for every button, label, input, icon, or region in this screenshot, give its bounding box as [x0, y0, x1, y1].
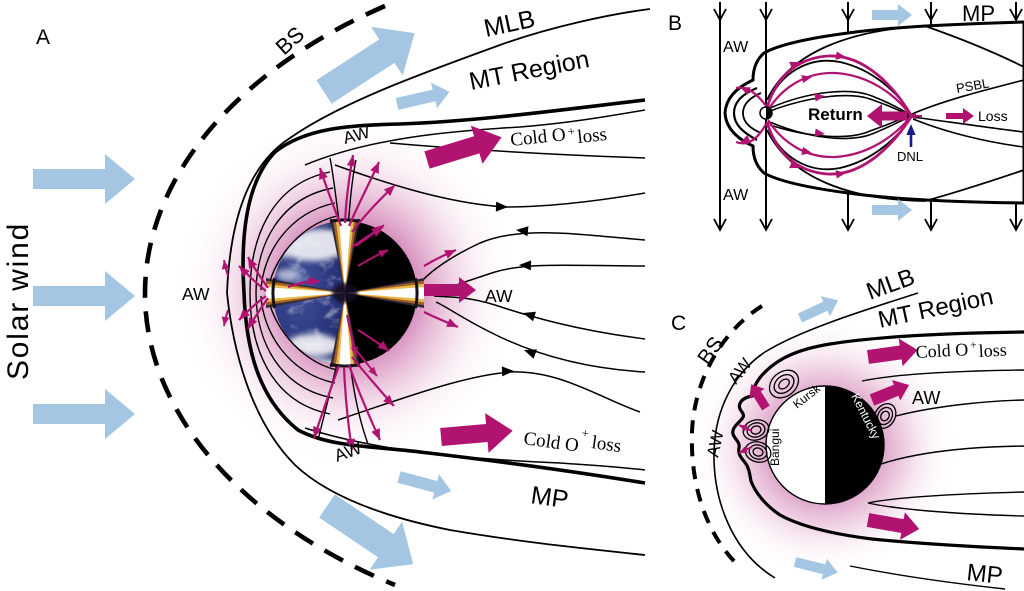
svg-text:MP: MP — [529, 481, 570, 514]
svg-text:Bangui: Bangui — [768, 429, 782, 466]
svg-text:loss: loss — [590, 432, 622, 457]
svg-text:+: + — [581, 425, 590, 441]
svg-text:MP: MP — [965, 559, 1004, 590]
svg-text:MP: MP — [962, 1, 995, 26]
svg-text:loss: loss — [576, 124, 608, 148]
svg-text:Loss: Loss — [978, 108, 1008, 124]
svg-text:Solar wind: Solar wind — [2, 222, 35, 380]
svg-text:AW: AW — [723, 39, 749, 56]
svg-text:loss: loss — [978, 340, 1007, 361]
svg-text:DNL: DNL — [897, 149, 923, 164]
svg-text:A: A — [36, 26, 50, 49]
svg-text:+: + — [969, 338, 977, 352]
svg-text:AW: AW — [723, 187, 749, 204]
svg-text:Cold O: Cold O — [915, 339, 968, 362]
svg-text:+: + — [567, 123, 576, 139]
svg-text:Return: Return — [808, 105, 863, 124]
svg-text:PSBL: PSBL — [955, 75, 990, 96]
svg-text:AW: AW — [485, 286, 513, 306]
svg-text:AW: AW — [182, 284, 210, 304]
svg-text:AW: AW — [912, 388, 940, 408]
svg-text:C: C — [671, 312, 686, 335]
svg-text:B: B — [668, 12, 682, 35]
